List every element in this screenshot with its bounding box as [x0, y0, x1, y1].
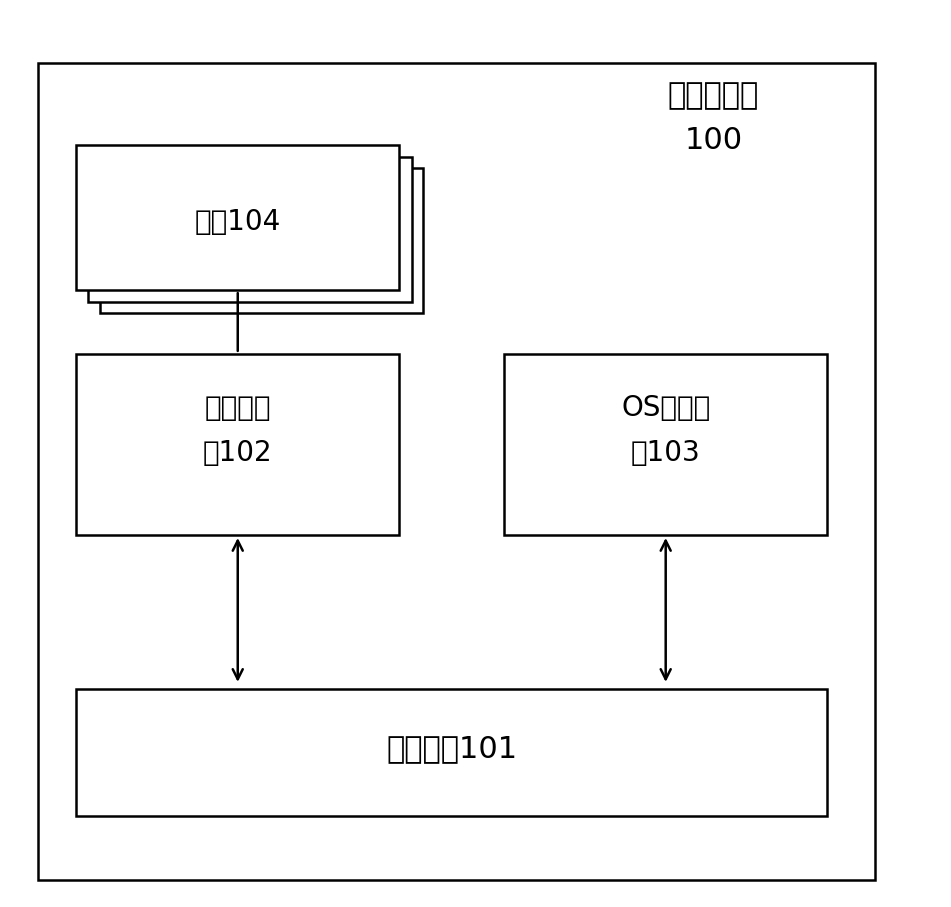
Text: 管理模块101: 管理模块101 [386, 734, 517, 763]
FancyBboxPatch shape [88, 157, 412, 302]
FancyBboxPatch shape [76, 145, 399, 290]
Text: 内存104: 内存104 [195, 209, 281, 236]
FancyBboxPatch shape [504, 354, 827, 535]
FancyBboxPatch shape [100, 168, 423, 313]
FancyBboxPatch shape [76, 689, 827, 816]
FancyBboxPatch shape [76, 354, 399, 535]
FancyBboxPatch shape [38, 63, 875, 880]
Text: 计算机系统: 计算机系统 [668, 81, 759, 110]
Text: 处理器固: 处理器固 [204, 395, 271, 422]
Text: 件102: 件102 [203, 440, 273, 467]
Text: 元103: 元103 [631, 440, 701, 467]
Text: 100: 100 [684, 126, 743, 155]
Text: OS管理单: OS管理单 [621, 395, 710, 422]
